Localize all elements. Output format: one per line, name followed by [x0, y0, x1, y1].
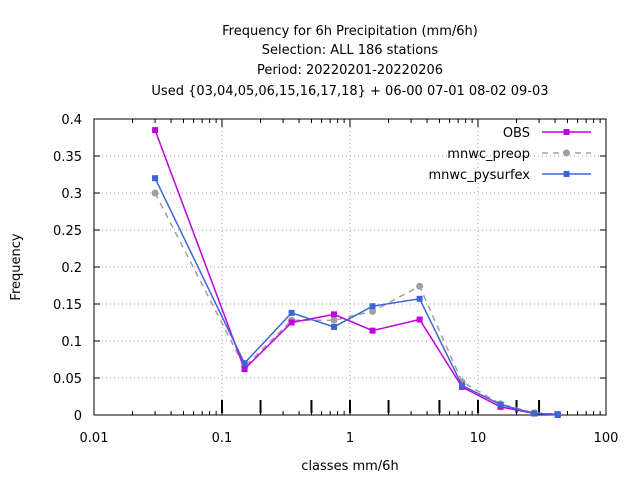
data-point	[531, 410, 538, 417]
y-tick-label: 0.1	[61, 335, 82, 350]
data-point	[369, 303, 376, 310]
y-tick-label: 0.4	[61, 113, 82, 128]
x-tick-label: 100	[594, 431, 619, 446]
y-tick-label: 0.05	[53, 372, 82, 387]
x-axis-label: classes mm/6h	[301, 459, 398, 474]
data-point	[331, 323, 338, 330]
y-tick-label: 0.3	[61, 187, 82, 202]
legend-marker	[563, 171, 570, 177]
data-point	[288, 319, 295, 326]
y-tick-label: 0.25	[53, 224, 82, 239]
y-tick-label: 0.15	[53, 298, 82, 313]
chart-title-line-3: Period: 20220201-20220206	[257, 63, 443, 78]
series-line	[154, 177, 558, 416]
x-tick-label: 0.01	[80, 431, 109, 446]
data-point	[416, 316, 423, 323]
series-layer	[151, 127, 562, 418]
chart-title-line-4: Used {03,04,05,06,15,16,17,18} + 06-00 0…	[151, 84, 548, 99]
legend-entry-mnwc_pysurfex: mnwc_pysurfex	[428, 168, 591, 183]
legend-marker	[563, 149, 570, 157]
data-point	[369, 327, 376, 334]
chart-title-line-1: Frequency for 6h Precipitation (mm/6h)	[222, 24, 478, 39]
data-point	[330, 316, 338, 324]
plot-frame	[93, 118, 607, 416]
data-point	[288, 309, 295, 316]
legend-marker	[563, 129, 570, 135]
data-point	[151, 189, 159, 197]
x-tick-label: 10	[470, 431, 487, 446]
legend-entry-mnwc_preop: mnwc_preop	[447, 147, 591, 162]
data-point	[152, 127, 159, 134]
class-markers	[221, 400, 541, 413]
series-mnwc_preop	[151, 189, 562, 418]
legend: OBS mnwc_preop mnwc_pysurfex	[428, 126, 591, 183]
axis-ticks: 0 0.05 0.1 0.15 0.2 0.25 0.3 0.35 0.4 0.01 0.1 1 10 1…	[53, 113, 618, 446]
data-point	[369, 307, 377, 315]
data-point	[241, 360, 248, 367]
legend-label: mnwc_pysurfex	[428, 168, 530, 183]
legend-label: OBS	[503, 126, 530, 141]
data-point	[416, 295, 423, 302]
y-axis-label: Frequency	[9, 233, 24, 300]
data-point	[152, 175, 159, 182]
data-point	[554, 411, 561, 418]
legend-label: mnwc_preop	[447, 147, 530, 162]
x-tick-label: 0.1	[212, 431, 233, 446]
chart-title-line-2: Selection: ALL 186 stations	[262, 43, 439, 58]
data-point	[459, 382, 466, 389]
y-tick-label: 0.2	[61, 261, 82, 276]
y-tick-label: 0	[74, 409, 82, 424]
series-mnwc_pysurfex	[152, 175, 561, 418]
legend-entry-OBS: OBS	[503, 126, 591, 141]
data-point	[497, 401, 504, 408]
data-point	[241, 366, 248, 373]
grid	[94, 119, 606, 415]
series-line	[154, 129, 558, 416]
chart-title: Frequency for 6h Precipitation (mm/6h) S…	[151, 24, 548, 99]
y-tick-label: 0.35	[53, 150, 82, 165]
data-point	[416, 282, 424, 290]
x-tick-label: 1	[346, 431, 354, 446]
data-point	[331, 311, 338, 318]
